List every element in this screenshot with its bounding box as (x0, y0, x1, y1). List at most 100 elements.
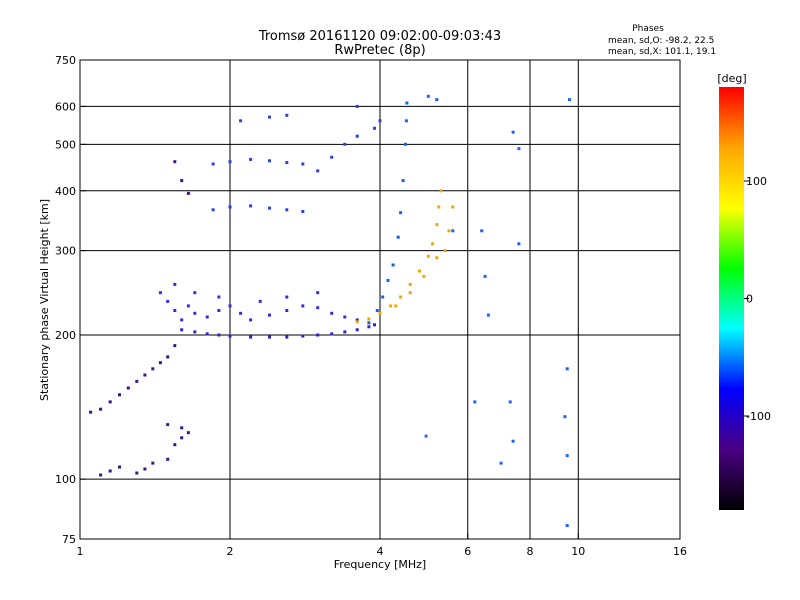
data-point (399, 211, 403, 215)
data-point (186, 304, 190, 308)
plot-area (80, 60, 680, 539)
data-point (135, 471, 139, 475)
x-tick-label: 6 (464, 545, 471, 558)
data-point (239, 119, 243, 123)
y-tick-label: 500 (55, 138, 76, 151)
data-point (435, 98, 439, 102)
data-point (143, 373, 147, 377)
data-point (437, 205, 441, 209)
colorbar-tick-label: 100 (746, 175, 767, 188)
data-point (480, 229, 484, 233)
data-point (268, 313, 271, 317)
data-point (486, 313, 490, 317)
data-point (158, 361, 162, 365)
data-point (404, 142, 407, 146)
data-point (511, 130, 515, 134)
data-point (355, 328, 359, 332)
data-point (381, 295, 385, 299)
data-point (386, 278, 390, 282)
data-point (439, 189, 443, 193)
data-point (205, 332, 209, 336)
data-point (166, 355, 170, 359)
data-point (151, 461, 155, 465)
data-point (373, 126, 376, 130)
data-point (166, 423, 170, 427)
y-tick-label: 750 (55, 54, 76, 67)
data-point (355, 134, 359, 138)
data-point (424, 434, 428, 438)
data-point (367, 317, 371, 321)
data-point (330, 155, 334, 159)
x-tick-label: 10 (571, 545, 585, 558)
stats-x-mode: mean, sd,X: 101.1, 19.1 (608, 47, 716, 57)
data-point (193, 311, 197, 315)
data-point (99, 407, 103, 411)
data-point (180, 426, 184, 430)
data-point (563, 415, 567, 419)
data-point (355, 318, 359, 322)
data-point (568, 98, 571, 102)
data-point (431, 242, 435, 246)
data-point (389, 304, 393, 308)
data-point (180, 328, 184, 332)
data-point (249, 318, 253, 322)
data-point (418, 269, 421, 273)
data-point (151, 367, 155, 371)
data-point (173, 309, 177, 312)
data-point (158, 291, 162, 295)
data-point (301, 334, 305, 338)
data-point (343, 142, 347, 146)
data-point (126, 386, 130, 390)
data-point (285, 113, 289, 117)
data-point (268, 206, 271, 210)
data-point (108, 400, 112, 404)
x-tick-label: 1 (77, 545, 84, 558)
y-tick-label: 400 (55, 185, 76, 198)
y-tick-label: 300 (55, 245, 76, 258)
data-point (447, 229, 451, 233)
data-point (451, 205, 455, 209)
data-point (249, 204, 253, 208)
data-point (435, 223, 439, 227)
chart-subtitle: RwPretec (8p) (334, 43, 425, 58)
data-point (211, 162, 215, 166)
data-point (285, 335, 289, 339)
data-point (404, 119, 408, 123)
data-point (228, 304, 232, 308)
data-point (316, 333, 320, 337)
data-point (285, 208, 289, 212)
data-point (483, 274, 487, 278)
data-point (499, 461, 503, 465)
data-point (426, 254, 430, 258)
x-axis-label: Frequency [MHz] (334, 558, 426, 571)
data-point (391, 263, 395, 267)
data-point (99, 473, 103, 477)
data-point (435, 256, 439, 260)
data-point (426, 94, 430, 98)
data-point (143, 467, 147, 471)
data-point (205, 315, 209, 319)
data-point (108, 469, 112, 473)
stats-title: Phases (632, 24, 664, 34)
stats-o-mode: mean, sd,O: -98.2, 22.5 (608, 36, 714, 46)
data-point (511, 439, 515, 443)
data-point (408, 282, 412, 286)
data-point (301, 304, 305, 308)
data-point (508, 400, 512, 404)
data-point (343, 315, 347, 319)
data-point (228, 160, 232, 164)
data-point (228, 334, 232, 338)
data-point (405, 101, 409, 105)
data-point (217, 309, 221, 312)
data-point (173, 344, 177, 348)
data-point (268, 159, 271, 163)
data-point (118, 465, 121, 469)
data-point (330, 311, 334, 315)
data-point (173, 160, 177, 164)
data-point (378, 311, 382, 315)
data-point (355, 104, 359, 108)
data-point (301, 210, 305, 213)
data-point (118, 393, 121, 397)
data-point (217, 295, 221, 299)
data-point (401, 179, 405, 183)
